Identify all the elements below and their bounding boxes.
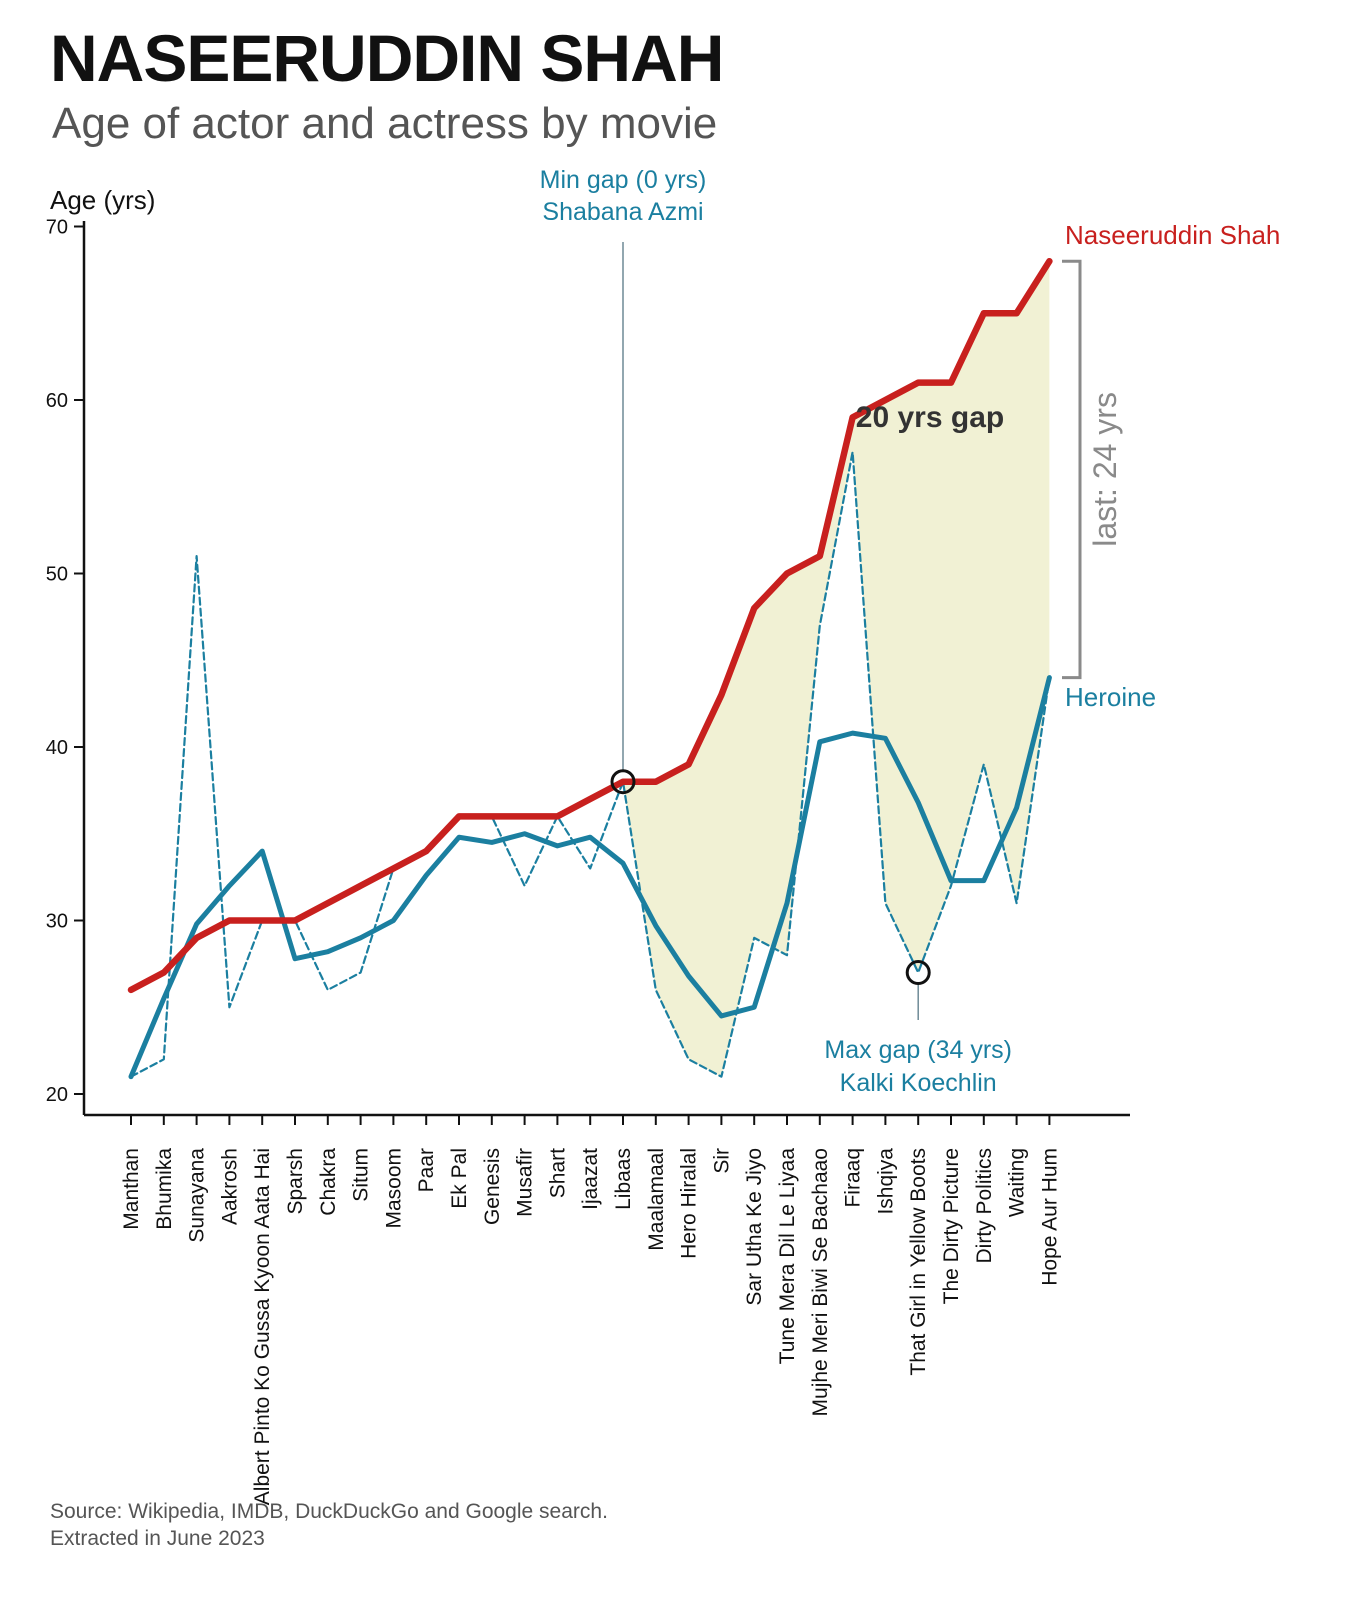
y-axis-label: Age (yrs) <box>50 185 155 215</box>
x-tick-label: Shart <box>546 1148 569 1198</box>
min-gap-marker <box>610 769 636 795</box>
y-tick-label: 60 <box>46 390 68 412</box>
x-tick-label: Sunayana <box>186 1148 209 1243</box>
x-tick-label: Ishqiya <box>874 1148 897 1215</box>
label-actor: Naseeruddin Shah <box>1065 220 1280 250</box>
label-heroine: Heroine <box>1065 682 1156 712</box>
source-line-1: Source: Wikipedia, IMDB, DuckDuckGo and … <box>50 1500 608 1523</box>
x-tick-label: That Girl in Yellow Boots <box>907 1148 930 1376</box>
x-tick-label: Situm <box>350 1148 373 1202</box>
x-tick-label: Tune Mera Dil Le Liyaa <box>776 1148 799 1365</box>
x-tick-label: Hope Aur Hum <box>1038 1148 1061 1286</box>
x-tick-label: Firaaq <box>842 1148 865 1208</box>
y-tick-label: 40 <box>46 737 68 759</box>
x-tick-label: Ijaazat <box>579 1148 602 1210</box>
gap-area <box>623 261 1050 1077</box>
x-tick-label: Sir <box>710 1148 733 1174</box>
series-heroine-actual-line <box>129 450 1051 1078</box>
x-tick-label: The Dirty Picture <box>940 1148 963 1304</box>
source-note: Source: Wikipedia, IMDB, DuckDuckGo and … <box>50 1498 608 1552</box>
x-tick-label: Sparsh <box>284 1148 307 1215</box>
x-tick-label: Bhumika <box>153 1148 176 1230</box>
x-tick-label: Chakra <box>317 1148 340 1216</box>
x-tick-label: Aakrosh <box>218 1148 241 1225</box>
x-tick-label: Albert Pinto Ko Gussa Kyoon Aata Hai <box>251 1148 274 1505</box>
x-tick-label: Paar <box>415 1148 438 1192</box>
x-tick-label: Sar Utha Ke Jiyo <box>743 1148 766 1306</box>
y-tick-label: 30 <box>46 911 68 933</box>
source-line-2: Extracted in June 2023 <box>50 1527 265 1550</box>
series-actor-line <box>127 257 1053 994</box>
x-tick-label: Genesis <box>481 1148 504 1225</box>
y-tick-label: 50 <box>46 564 68 586</box>
gap-label: 20 yrs gap <box>856 401 1004 434</box>
y-tick-label: 20 <box>46 1084 68 1106</box>
x-tick-label: Manthan <box>120 1148 143 1230</box>
x-tick-label: Libaas <box>612 1148 635 1210</box>
max-gap-label-line1: Max gap (34 yrs) <box>824 1036 1012 1064</box>
x-tick-label: Hero Hiralal <box>678 1148 701 1259</box>
last-gap-bracket <box>1062 259 1082 680</box>
x-tick-label: Dirty Politics <box>973 1148 996 1264</box>
chart-title: NASEERUDDIN SHAH <box>50 21 724 95</box>
min-gap-label-line1: Min gap (0 yrs) <box>540 166 707 194</box>
x-tick-label: Waiting <box>1006 1148 1029 1217</box>
max-gap-marker <box>905 960 931 986</box>
y-tick-label: 70 <box>46 217 68 239</box>
x-tick-label: Maalamaal <box>645 1148 668 1251</box>
x-tick-label: Masoom <box>382 1148 405 1229</box>
max-gap-label-line2: Kalki Koechlin <box>840 1069 997 1097</box>
x-tick-label: Ek Pal <box>448 1148 471 1209</box>
x-tick-label: Musafir <box>514 1148 537 1217</box>
chart-subtitle: Age of actor and actress by movie <box>52 99 718 148</box>
x-tick-label: Mujhe Meri Biwi Se Bachaao <box>809 1148 832 1416</box>
min-gap-label-line2: Shabana Azmi <box>542 198 703 226</box>
last-gap-label: last: 24 yrs <box>1087 392 1123 547</box>
